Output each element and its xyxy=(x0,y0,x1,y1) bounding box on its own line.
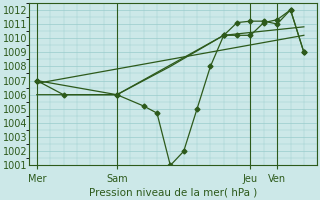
X-axis label: Pression niveau de la mer( hPa ): Pression niveau de la mer( hPa ) xyxy=(89,187,257,197)
